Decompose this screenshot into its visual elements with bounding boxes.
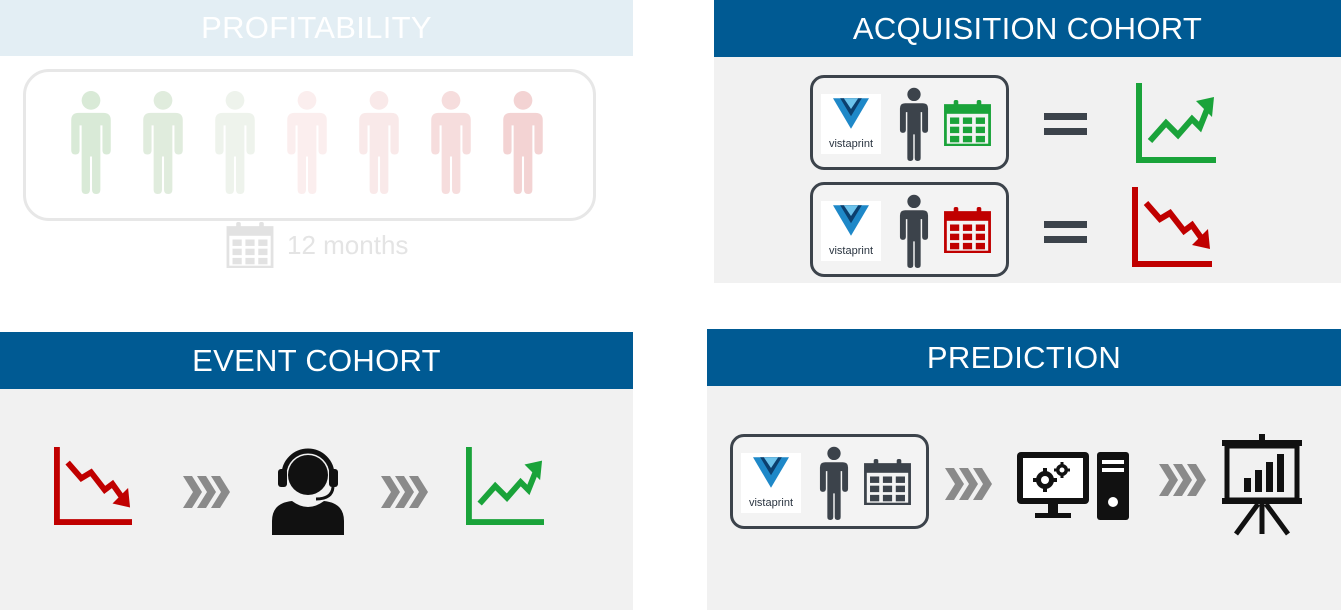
prediction-title: PREDICTION bbox=[926, 339, 1122, 375]
equals-icon-bar bbox=[1044, 128, 1087, 135]
event-cohort-panel bbox=[0, 389, 633, 610]
triple-chevron-arrow-icon bbox=[183, 476, 231, 508]
equals-icon bbox=[1044, 113, 1087, 120]
triple-chevron-arrow-icon bbox=[1159, 464, 1207, 496]
presentation-chart-icon bbox=[1222, 434, 1302, 536]
person-icon bbox=[426, 90, 476, 194]
event-cohort-header: EVENT COHORT bbox=[0, 332, 633, 389]
person-icon bbox=[498, 90, 548, 194]
profitability-title: PROFITABILITY bbox=[201, 10, 432, 45]
event-cohort-title: EVENT COHORT bbox=[192, 342, 441, 378]
computer-gears-icon bbox=[1017, 452, 1129, 520]
trend-down-chart-icon bbox=[1132, 187, 1212, 267]
acquisition-cohort-bad: vistaprint bbox=[810, 182, 1009, 277]
calendar-icon bbox=[226, 222, 274, 268]
person-icon bbox=[210, 90, 260, 194]
prediction-panel: vistaprint bbox=[707, 386, 1341, 610]
triple-chevron-arrow-icon bbox=[381, 476, 429, 508]
triple-chevron-arrow-icon bbox=[945, 468, 993, 500]
acquisition-cohort-panel: vistaprint vistaprint bbox=[714, 57, 1341, 283]
person-icon bbox=[138, 90, 188, 194]
person-icon bbox=[817, 446, 851, 520]
headset-agent-icon bbox=[272, 448, 344, 535]
person-icon bbox=[66, 90, 116, 194]
trend-up-chart-icon bbox=[1136, 83, 1216, 163]
calendar-icon bbox=[944, 207, 991, 253]
vistaprint-logo: vistaprint bbox=[741, 453, 801, 513]
profitability-customer-row bbox=[23, 69, 596, 221]
acquisition-cohort-header: ACQUISITION COHORT bbox=[714, 0, 1341, 57]
acquisition-cohort-good: vistaprint bbox=[810, 75, 1009, 170]
profitability-period-label: 12 months bbox=[287, 230, 409, 260]
vistaprint-logo: vistaprint bbox=[821, 201, 881, 261]
equals-icon-bar bbox=[1044, 236, 1087, 243]
prediction-input-cohort: vistaprint bbox=[730, 434, 929, 529]
person-icon bbox=[354, 90, 404, 194]
person-icon bbox=[897, 87, 931, 161]
person-icon bbox=[897, 194, 931, 268]
person-icon bbox=[282, 90, 332, 194]
acquisition-cohort-title: ACQUISITION COHORT bbox=[852, 10, 1203, 46]
trend-up-chart-icon bbox=[465, 447, 545, 525]
vistaprint-logo: vistaprint bbox=[821, 94, 881, 154]
equals-icon bbox=[1044, 221, 1087, 228]
calendar-icon bbox=[944, 100, 991, 146]
calendar-icon bbox=[864, 459, 911, 505]
trend-down-chart-icon bbox=[53, 447, 133, 525]
prediction-header: PREDICTION bbox=[707, 329, 1341, 386]
profitability-header: PROFITABILITY bbox=[0, 0, 633, 56]
